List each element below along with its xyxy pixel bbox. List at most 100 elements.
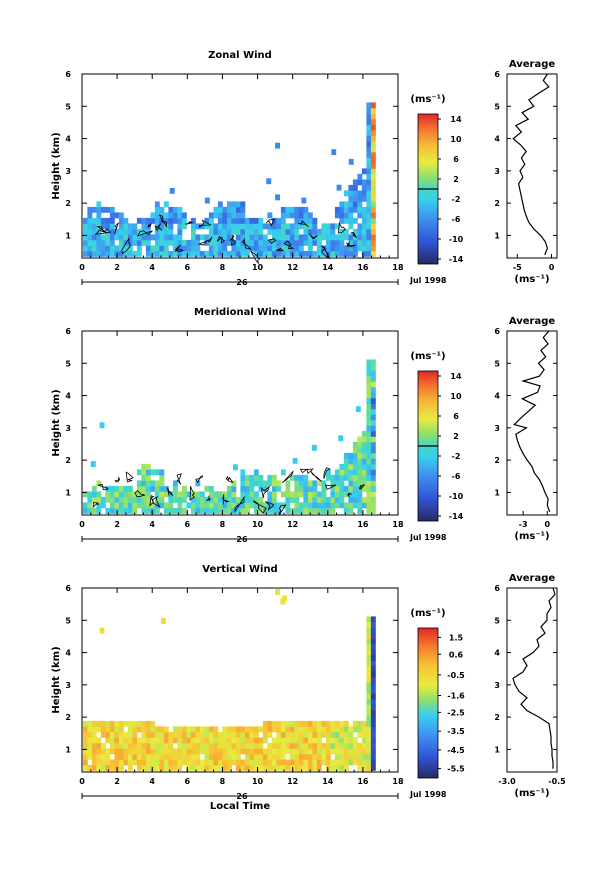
average-y-tick-label: 1 <box>494 231 500 240</box>
heatmap-cell <box>361 430 367 437</box>
contour-line <box>275 247 285 252</box>
heatmap-cell <box>321 731 327 738</box>
heatmap-cell <box>370 742 376 749</box>
heatmap-cell <box>141 223 147 230</box>
contour-line <box>222 494 230 505</box>
heatmap-cell <box>145 491 151 498</box>
heatmap-cell <box>339 206 345 213</box>
heatmap-cell <box>280 223 286 230</box>
heatmap-cell <box>235 764 241 771</box>
heatmap-cell <box>334 759 340 766</box>
heatmap-cell <box>222 726 228 733</box>
heatmap-cell <box>370 507 376 514</box>
colorbar-tick-label: -10 <box>449 235 464 244</box>
heatmap-cell <box>163 250 169 257</box>
heatmap-cell <box>352 737 358 744</box>
heatmap-cell <box>168 731 174 738</box>
heatmap-cell <box>186 245 192 252</box>
heatmap-cell <box>312 496 318 503</box>
heatmap-cell <box>361 753 367 760</box>
heatmap-cell <box>330 485 336 492</box>
heatmap-cell <box>370 364 376 371</box>
heatmap-cell <box>366 146 372 153</box>
heatmap-cell <box>348 474 354 481</box>
heatmap-cell <box>208 245 214 252</box>
y-tick-label: 2 <box>65 199 71 208</box>
heatmap-cell <box>298 720 304 727</box>
heatmap-cell <box>217 223 223 230</box>
heatmap-cell <box>370 135 376 142</box>
heatmap-cell <box>136 485 142 492</box>
heatmap-cell <box>366 206 372 213</box>
heatmap-cell <box>226 764 232 771</box>
heatmap-cell <box>118 764 124 771</box>
heatmap-cell <box>100 206 106 213</box>
heatmap-cell <box>213 726 219 733</box>
heatmap-cell <box>222 737 228 744</box>
contour-line <box>253 499 267 514</box>
average-profile-line <box>512 73 550 256</box>
x-tick-label: 12 <box>287 520 298 529</box>
heatmap-cell <box>222 491 228 498</box>
colorbar-tick-label: 0.6 <box>449 650 464 659</box>
month-label: Jul 1998 <box>409 533 447 542</box>
heatmap-cell <box>231 206 237 213</box>
heatmap-cell <box>303 491 309 498</box>
heatmap-cell <box>366 135 372 142</box>
heatmap-cell <box>82 753 88 760</box>
contour-line <box>158 214 167 228</box>
heatmap-cell <box>145 474 151 481</box>
heatmap-cell <box>127 502 133 509</box>
heatmap-cell <box>366 129 372 136</box>
heatmap-cell <box>366 676 372 683</box>
heatmap-cell <box>280 737 286 744</box>
x-tick-label: 18 <box>392 263 404 272</box>
heatmap-cell <box>154 239 160 246</box>
heatmap-cell <box>280 239 286 246</box>
heatmap-cell <box>226 731 232 738</box>
x-tick-label: 0 <box>79 263 85 272</box>
heatmap-cell <box>280 217 286 224</box>
heatmap-cell <box>213 250 219 257</box>
x-tick-label: 8 <box>220 263 226 272</box>
heatmap-cell <box>361 731 367 738</box>
average-x-tick-label: 0 <box>545 520 551 529</box>
heatmap-cell <box>366 436 372 443</box>
heatmap-cell <box>370 682 376 689</box>
heatmap-cell <box>204 748 210 755</box>
heatmap-cell <box>127 250 133 257</box>
heatmap-cell <box>361 245 367 252</box>
heatmap-cell <box>217 764 223 771</box>
heatmap-cell <box>222 502 228 509</box>
heatmap-cell <box>195 234 201 241</box>
heatmap-cell <box>285 485 291 492</box>
heatmap-cell <box>204 234 210 241</box>
heatmap-cell <box>370 759 376 766</box>
heatmap-cell <box>352 491 358 498</box>
heatmap-cell <box>217 753 223 760</box>
heatmap-cell <box>366 693 372 700</box>
heatmap-cell <box>258 480 264 487</box>
heatmap-cell <box>352 234 358 241</box>
heatmap-cell <box>186 764 192 771</box>
heatmap-cell <box>361 759 367 766</box>
heatmap-cell <box>186 759 192 766</box>
heatmap-cell <box>172 507 178 514</box>
heatmap-cell <box>226 201 232 208</box>
heatmap-cell <box>298 250 304 257</box>
heatmap-cell <box>267 212 273 219</box>
heatmap-cell <box>213 731 219 738</box>
heatmap-cell <box>294 748 300 755</box>
heatmap-cell <box>163 491 169 498</box>
heatmap-cell <box>303 250 309 257</box>
heatmap-cell <box>357 496 363 503</box>
heatmap-cell <box>298 223 304 230</box>
colorbar-tick-label: -10 <box>449 492 464 501</box>
heatmap-cell <box>235 212 241 219</box>
heatmap-cell <box>276 726 282 733</box>
heatmap-cell <box>355 406 361 413</box>
y-tick-label: 4 <box>65 392 71 401</box>
heatmap-cell <box>307 742 313 749</box>
heatmap-cell <box>253 507 259 514</box>
